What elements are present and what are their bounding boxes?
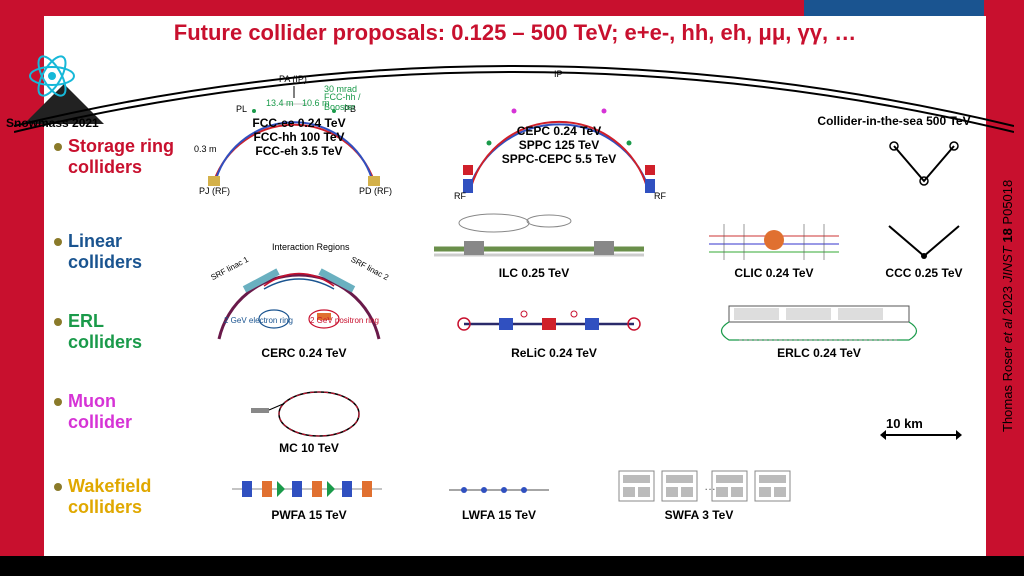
cepc-ip: IP [554,69,563,79]
fcc-pd: PD (RF) [359,186,392,196]
muon-diagram [249,386,369,441]
pwfa-label: PWFA 15 TeV [259,508,359,522]
citation-year: 2023 [1000,283,1015,316]
row-label-storage: Storage ring colliders [54,136,174,177]
cerc-e1: 2 GeV electron ring [224,316,293,325]
ilc-label: ILC 0.25 TeV [484,266,584,280]
cerc-ir: Interaction Regions [272,242,350,252]
ccc-diagram [884,221,964,261]
ilc-diagram [424,211,654,266]
scale-bar: 10 km [886,416,956,436]
swfa-label: SWFA 3 TeV [649,508,749,522]
muon-label: MC 10 TeV [264,441,354,455]
bullet-icon [54,318,62,326]
cerc-e2: 2 GeV positron ring [310,316,379,325]
svg-text:…: … [704,479,716,493]
bullet-icon [54,483,62,491]
ccc-label: CCC 0.25 TeV [874,266,974,280]
row-label-erl: ERL colliders [54,311,142,352]
clic-label: CLIC 0.24 TeV [724,266,824,280]
lwfa-diagram [444,476,554,504]
pwfa-diagram [227,471,387,506]
sea-diagram [884,136,964,191]
citation-journal: JINST [1000,243,1015,283]
cepc-label: CEPC 0.24 TeV SPPC 125 TeV SPPC-CEPC 5.5… [489,124,629,166]
citation-etal: et al [1000,315,1015,343]
slide-body: Future collider proposals: 0.125 – 500 T… [44,16,986,556]
fcc-label: FCC-ee 0.24 TeV FCC-hh 100 TeV FCC-eh 3.… [239,116,359,158]
fcc-pj: PJ (RF) [199,186,230,196]
relic-diagram [454,306,644,341]
citation-vol: 18 [1000,225,1015,243]
citation-page: P05018 [1000,180,1015,225]
bullet-icon [54,398,62,406]
citation-author: Thomas Roser [1000,343,1015,432]
fcc-span1: 13.4 m [266,98,294,108]
cepc-rf2: RF [654,191,666,201]
erlc-label: ERLC 0.24 TeV [764,346,874,360]
row-label-linear: Linear colliders [54,231,142,272]
sea-label: Collider-in-the-sea 500 TeV [794,114,994,128]
citation: Thomas Roser et al 2023 JINST 18 P05018 [1000,56,1020,556]
lwfa-label: LWFA 15 TeV [449,508,549,522]
cepc-rf1: RF [454,191,466,201]
cerc-diagram [204,241,394,346]
relic-label: ReLiC 0.24 TeV [499,346,609,360]
bullet-icon [54,238,62,246]
row-label-muon: Muon collider [54,391,132,432]
fcc-gap: 0.3 m [194,144,217,154]
clic-diagram [704,216,844,264]
fcc-mid: FCC-hh / Booster [324,92,361,112]
cerc-label: CERC 0.24 TeV [249,346,359,360]
erlc-diagram [704,296,934,346]
swfa-diagram: … [614,466,794,506]
row-label-wake: Wakefield colliders [54,476,151,517]
bullet-icon [54,143,62,151]
fcc-pl: PL [236,104,247,114]
slide-title: Future collider proposals: 0.125 – 500 T… [44,20,986,46]
fcc-pa: PA (IP) [279,74,307,84]
footer-bar [0,556,1024,576]
